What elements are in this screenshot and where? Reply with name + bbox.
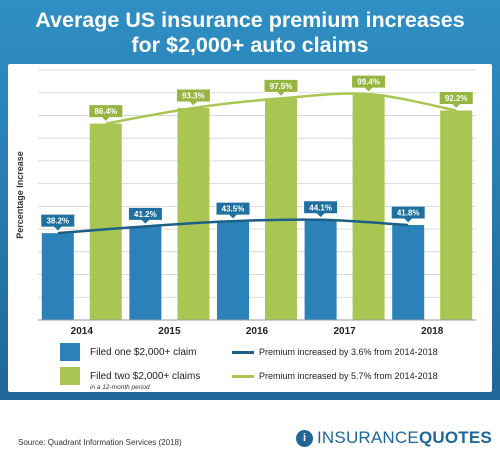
data-label-one-claim-bubble — [303, 200, 339, 219]
legend-swatch-one-claim — [60, 343, 80, 361]
bar-one-claim — [304, 219, 337, 320]
legend-swatch-trend-one — [232, 351, 254, 354]
trend-line-two-claims — [105, 92, 457, 125]
data-label-one-claim-bubble — [40, 213, 76, 232]
legend-label-trend-two: Premium increased by 5.7% from 2014-2018 — [259, 371, 438, 381]
data-label-one-claim: 41.8% — [397, 209, 420, 218]
legend-label-trend-one: Premium increased by 3.6% from 2014-2018 — [259, 347, 438, 357]
legend-note: in a 12-month period — [90, 384, 150, 391]
legend-label-one-claim: Filed one $2,000+ claim — [90, 347, 197, 358]
legend-swatch-trend-two — [232, 375, 254, 378]
data-label-two-claims: 92.2% — [445, 94, 468, 103]
chart-title: Average US insurance premium increases f… — [0, 8, 500, 58]
data-label-two-claims: 97.5% — [270, 82, 293, 91]
data-label-one-claim: 41.2% — [134, 210, 157, 219]
title-line-1: Average US insurance premium increases — [35, 8, 465, 32]
bar-one-claim — [41, 233, 74, 320]
chart-panel: Percentage Increase 2014 2015 2016 2017 2018 3… — [8, 64, 492, 392]
data-label-two-claims-bubble — [351, 74, 387, 93]
bar-two-claims — [177, 107, 210, 320]
y-axis-label: Percentage Increase — [15, 151, 25, 239]
x-tick-label: 2016 — [246, 326, 269, 337]
trend-line-one-claim — [57, 218, 409, 235]
x-tick-label: 2017 — [333, 326, 356, 337]
legend-label-two-claims: Filed two $2,000+ claims — [90, 371, 201, 382]
data-label-two-claims-bubble — [88, 104, 124, 123]
bar-one-claim — [129, 226, 162, 320]
insurancequotes-logo-icon: i — [296, 429, 313, 447]
x-tick-label: 2014 — [71, 326, 94, 337]
data-label-one-claim-bubble — [127, 206, 163, 226]
data-label-two-claims-bubble — [175, 88, 211, 107]
data-label-two-claims-bubble — [263, 78, 299, 98]
data-label-two-claims: 99.4% — [357, 78, 380, 87]
brand-text-insurance: INSURANCE — [317, 428, 419, 447]
data-label-one-claim: 38.2% — [46, 217, 69, 226]
data-label-two-claims-bubble — [438, 90, 474, 110]
bar-two-claims — [440, 110, 473, 320]
data-label-one-claim: 43.5% — [222, 205, 245, 214]
bar-two-claims — [352, 94, 385, 320]
data-label-one-claim: 44.1% — [309, 203, 332, 212]
bar-two-claims — [89, 123, 122, 320]
bar-one-claim — [392, 225, 425, 320]
brand-logo: i INSURANCE QUOTES — [296, 428, 492, 448]
x-tick-label: 2015 — [158, 326, 181, 337]
source-note: Source: Quadrant Information Services (2… — [18, 438, 182, 447]
title-line-2: for $2,000+ auto claims — [131, 33, 369, 57]
chart-plot: Percentage Increase 2014 2015 2016 2017 2018 3… — [15, 69, 476, 337]
bar-one-claim — [217, 221, 249, 320]
data-label-two-claims: 93.3% — [182, 91, 205, 100]
bar-two-claims — [265, 98, 297, 320]
legend-swatch-two-claims — [60, 367, 80, 385]
data-label-one-claim-bubble — [390, 205, 426, 224]
data-label-one-claim-bubble — [215, 201, 251, 220]
data-label-two-claims: 86.4% — [94, 107, 117, 116]
x-tick-label: 2018 — [421, 326, 444, 337]
brand-text-quotes: QUOTES — [418, 428, 492, 447]
